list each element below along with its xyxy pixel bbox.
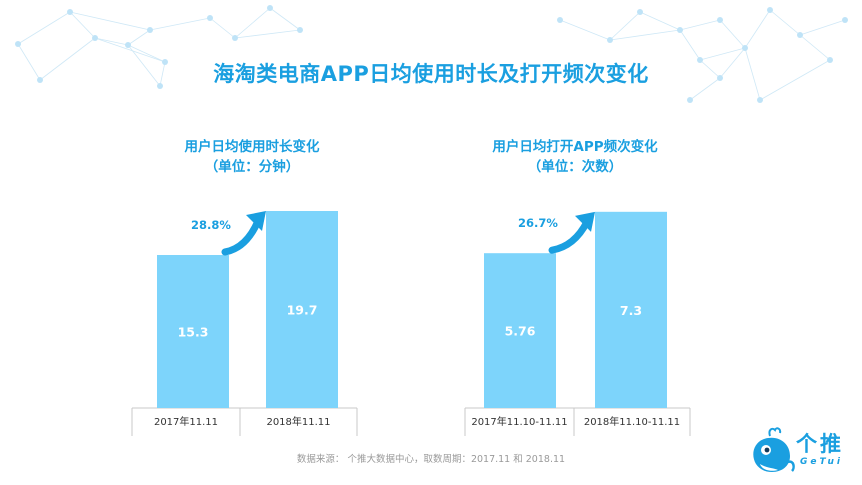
network-line [744,9,771,49]
network-line [744,47,761,101]
growth-label: 26.7% [518,216,558,230]
network-line [689,77,721,101]
chart-1-subtitle: （单位：分钟） [204,159,300,175]
growth-arrow [548,218,591,254]
network-node [207,15,213,21]
page-title: 海淘类电商APP日均使用时长及打开频次变化 [213,62,649,86]
network-node [15,41,21,47]
network-node [687,97,693,103]
chart-2-title-block: 用户日均打开APP频次变化 （单位：次数） [460,137,690,177]
chart-1-title: 用户日均使用时长变化 [184,139,320,155]
chart-1: 15.3 2017年11.11 19.7 2018年11.11 28.8% [131,211,358,436]
network-node [67,9,73,15]
network-node [697,57,703,63]
network-line [234,29,301,39]
network-node [557,17,563,23]
network-line [799,19,846,36]
network-line [759,59,831,101]
network-node [637,9,643,15]
network-line [17,43,41,81]
category-label: 2018年11.10-11.11 [584,415,680,428]
chart-2: 5.76 2017年11.10-11.11 7.3 2018年11.10-11.11 2… [464,211,691,436]
network-line [679,19,721,31]
bar-2 [266,211,338,408]
network-node [147,27,153,33]
chart-2-title: 用户日均打开APP频次变化 [492,139,658,155]
network-node [267,5,273,11]
network-line [94,37,166,63]
network-line [559,19,611,41]
network-node [125,42,131,48]
chart-2-subtitle: （单位：次数） [527,159,623,175]
network-line [719,19,746,49]
getui-logo: 个推 GeTui [748,424,858,482]
network-line [39,37,96,81]
network-node [232,35,238,41]
chart-1-title-block: 用户日均使用时长变化 （单位：分钟） [142,137,362,177]
logo-name-en: GeTui [800,457,843,467]
network-line [609,11,641,41]
network-line [69,11,151,31]
network-line [609,29,681,41]
network-node [742,45,748,51]
growth-label: 28.8% [191,218,231,232]
logo-name-cn: 个推 [796,432,844,456]
network-line [209,17,236,39]
network-line [699,59,721,79]
growth-arrow-head [575,211,595,232]
bar-2 [595,211,667,408]
bar-1 [484,253,556,408]
bar-value-label: 19.7 [287,303,318,318]
network-line [127,29,151,46]
network-node [842,17,848,23]
network-line [69,11,96,39]
network-line [719,47,746,79]
network-node [92,35,98,41]
whale-mascot-icon [753,427,795,472]
network-node [717,17,723,23]
network-node [827,57,833,63]
network-node [37,77,43,83]
network-node [157,83,163,89]
network-line [17,11,71,45]
network-line [769,9,801,36]
data-source-note: 数据来源： 个推大数据中心，取数周期：2017.11 和 2018.11 [296,454,566,465]
network-node [607,37,613,43]
network-node [297,27,303,33]
network-line [234,7,271,39]
network-line [679,29,701,61]
network-line [639,11,681,31]
bar-value-label: 5.76 [505,324,536,339]
network-line [94,37,129,46]
growth-arrow-head [246,211,266,231]
bar-value-label: 15.3 [178,325,209,340]
network-node [767,7,773,13]
network-line [699,47,746,61]
growth-arrow [221,217,262,256]
network-line [127,44,161,87]
network-line [799,34,831,61]
network-line [149,17,211,31]
network-line [127,44,166,63]
category-label: 2017年11.10-11.11 [471,415,567,428]
network-node [162,59,168,65]
network-line [159,61,166,87]
bar-1 [157,255,229,408]
network-node [797,32,803,38]
category-label: 2018年11.11 [266,415,330,428]
network-node [677,27,683,33]
network-node [757,97,763,103]
bar-value-label: 7.3 [620,303,642,318]
category-label: 2017年11.11 [154,415,218,428]
network-line [269,7,301,31]
network-node [717,75,723,81]
